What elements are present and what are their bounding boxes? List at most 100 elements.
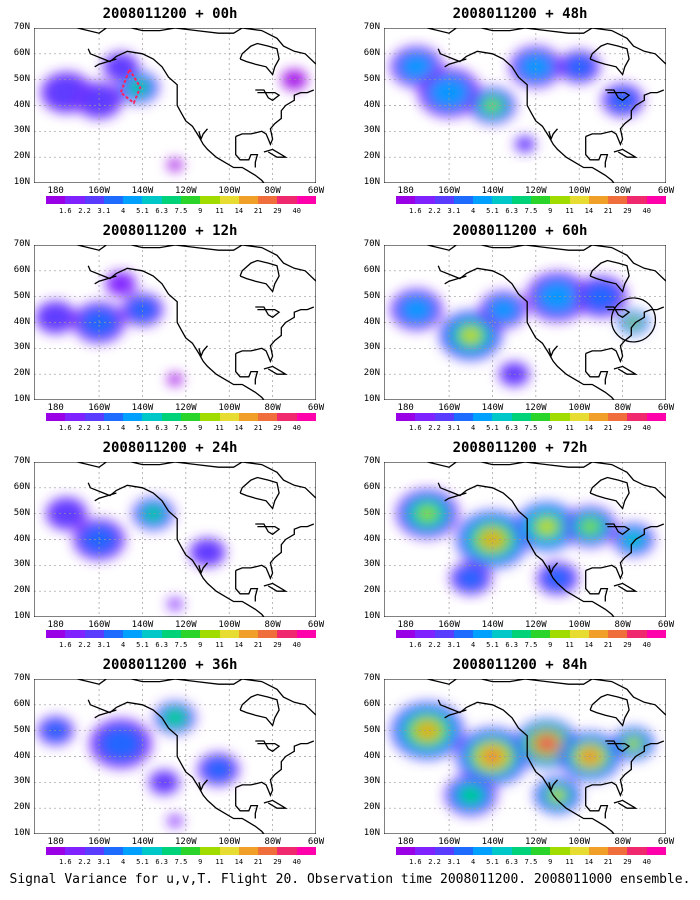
coastline bbox=[585, 136, 609, 168]
colorbar-swatch bbox=[396, 630, 416, 638]
colorbar-label: 2.2 bbox=[78, 207, 91, 215]
lon-tick-label: 100W bbox=[568, 837, 591, 847]
coastline bbox=[263, 582, 288, 592]
colorbar-label: 1.6 bbox=[58, 858, 72, 866]
coastline bbox=[263, 799, 288, 809]
colorbar-label: 2.2 bbox=[78, 424, 91, 432]
colorbar-label: 29 bbox=[273, 858, 282, 866]
colorbar-label: 1.6 bbox=[408, 207, 422, 215]
colorbar-label: 6.3 bbox=[155, 641, 169, 649]
colorbar-swatch bbox=[396, 413, 416, 421]
coastline bbox=[548, 562, 558, 576]
colorbar-swatch bbox=[453, 847, 474, 855]
colorbar-swatch bbox=[161, 196, 181, 204]
colorbar-label: 5.1 bbox=[486, 641, 499, 649]
lon-tick-label: 180 bbox=[397, 403, 414, 413]
coastline bbox=[585, 740, 665, 798]
highlight-circle bbox=[610, 297, 657, 343]
map-panel: 2008011200 + 60h 70N 60N 50N 40N 30N 20N 10N 180… bbox=[350, 217, 690, 435]
colorbar-swatch bbox=[84, 847, 104, 855]
colorbar-swatch bbox=[511, 196, 531, 204]
variance-field bbox=[396, 488, 655, 595]
colorbar-swatch bbox=[46, 630, 66, 638]
map-panel: 2008011200 + 24h 70N 60N 50N 40N 30N 20N 10N 180… bbox=[0, 434, 340, 652]
colorbar-swatch bbox=[434, 196, 454, 204]
coastline bbox=[198, 779, 208, 793]
colorbar-swatch bbox=[550, 847, 570, 855]
colorbar-label: 6.3 bbox=[505, 858, 519, 866]
colorbar-label: 7.5 bbox=[174, 858, 188, 866]
colorbar-label: 9 bbox=[198, 858, 203, 866]
lat-tick-label: 30N bbox=[363, 776, 380, 787]
lon-tick-label: 80W bbox=[614, 837, 631, 847]
colorbar-swatch bbox=[530, 196, 551, 204]
lon-tick-label: 80W bbox=[264, 186, 281, 196]
colorbar-label: 40 bbox=[292, 207, 301, 215]
lat-tick-label: 30N bbox=[13, 125, 30, 136]
panel-title: 2008011200 + 12h bbox=[102, 223, 238, 239]
lat-tick-label: 30N bbox=[363, 125, 380, 136]
coastline bbox=[235, 136, 259, 168]
map-panel: 2008011200 + 84h 70N 60N 50N 40N 30N 20N 10N 180… bbox=[350, 651, 690, 869]
lon-tick-label: 180 bbox=[47, 403, 64, 413]
colorbar-label: 9 bbox=[198, 207, 203, 215]
lat-tick-label: 40N bbox=[13, 316, 30, 327]
colorbar-swatch bbox=[646, 413, 666, 421]
lon-tick-label: 60W bbox=[657, 837, 675, 847]
lon-tick-label: 140W bbox=[131, 186, 154, 196]
lon-tick-label: 160W bbox=[88, 620, 110, 630]
colorbar-label: 11 bbox=[215, 207, 224, 215]
coastline bbox=[239, 476, 280, 510]
map-panel: 2008011200 + 00h 70N 60N 50N 40N 30N 20N 10N 180… bbox=[0, 0, 340, 218]
colorbar-label: 40 bbox=[642, 424, 651, 432]
coastline bbox=[444, 492, 467, 502]
flight-track-marker bbox=[119, 67, 142, 105]
lat-tick-label: 70N bbox=[363, 239, 380, 249]
colorbar-swatch bbox=[161, 630, 181, 638]
colorbar-label: 9 bbox=[548, 207, 553, 215]
map-panel: 2008011200 + 72h 70N 60N 50N 40N 30N 20N 10N 180… bbox=[350, 434, 690, 652]
lat-tick-label: 40N bbox=[13, 533, 30, 544]
colorbar-swatch bbox=[473, 196, 493, 204]
lat-tick-label: 20N bbox=[363, 151, 380, 162]
panel-title: 2008011200 + 36h bbox=[102, 657, 238, 673]
lon-tick-label: 120W bbox=[175, 403, 197, 413]
lat-tick-label: 20N bbox=[13, 368, 30, 379]
colorbar-swatch bbox=[123, 847, 143, 855]
lat-tick-label: 10N bbox=[363, 394, 380, 404]
coastline bbox=[235, 353, 259, 385]
lat-tick-label: 20N bbox=[363, 368, 380, 379]
colorbar-label: 21 bbox=[253, 641, 263, 649]
lon-tick-label: 100W bbox=[218, 186, 241, 196]
coastline bbox=[585, 570, 609, 602]
lat-tick-label: 70N bbox=[13, 673, 30, 683]
map-panel: 2008011200 + 36h 70N 60N 50N 40N 30N 20N 10N 180… bbox=[0, 651, 340, 869]
coastline bbox=[77, 28, 316, 65]
coastline bbox=[198, 128, 208, 142]
colorbar-swatch bbox=[219, 196, 239, 204]
coastline bbox=[605, 523, 631, 536]
colorbar-swatch bbox=[492, 847, 512, 855]
colorbar-label: 9 bbox=[198, 424, 203, 432]
coastline bbox=[235, 570, 259, 602]
colorbar-swatch bbox=[415, 413, 435, 421]
coastline bbox=[437, 265, 615, 400]
colorbar-label: 7.5 bbox=[524, 207, 538, 215]
lon-tick-label: 140W bbox=[481, 837, 504, 847]
lon-tick-label: 60W bbox=[657, 403, 675, 413]
lat-tick-label: 50N bbox=[13, 507, 30, 518]
colorbar bbox=[396, 413, 666, 421]
coastline bbox=[255, 89, 281, 102]
colorbar-label: 2.2 bbox=[428, 858, 441, 866]
colorbar-swatch bbox=[258, 630, 278, 638]
colorbar-swatch bbox=[569, 413, 589, 421]
colorbar-label: 3.1 bbox=[447, 858, 461, 866]
colorbar-swatch bbox=[296, 630, 316, 638]
coastline bbox=[235, 740, 315, 798]
colorbar-label: 1.6 bbox=[58, 207, 72, 215]
colorbar-label: 9 bbox=[548, 641, 553, 649]
coastline bbox=[437, 699, 615, 834]
colorbar-swatch bbox=[453, 196, 474, 204]
colorbar-swatch bbox=[180, 847, 201, 855]
colorbar-label: 6.3 bbox=[505, 207, 519, 215]
